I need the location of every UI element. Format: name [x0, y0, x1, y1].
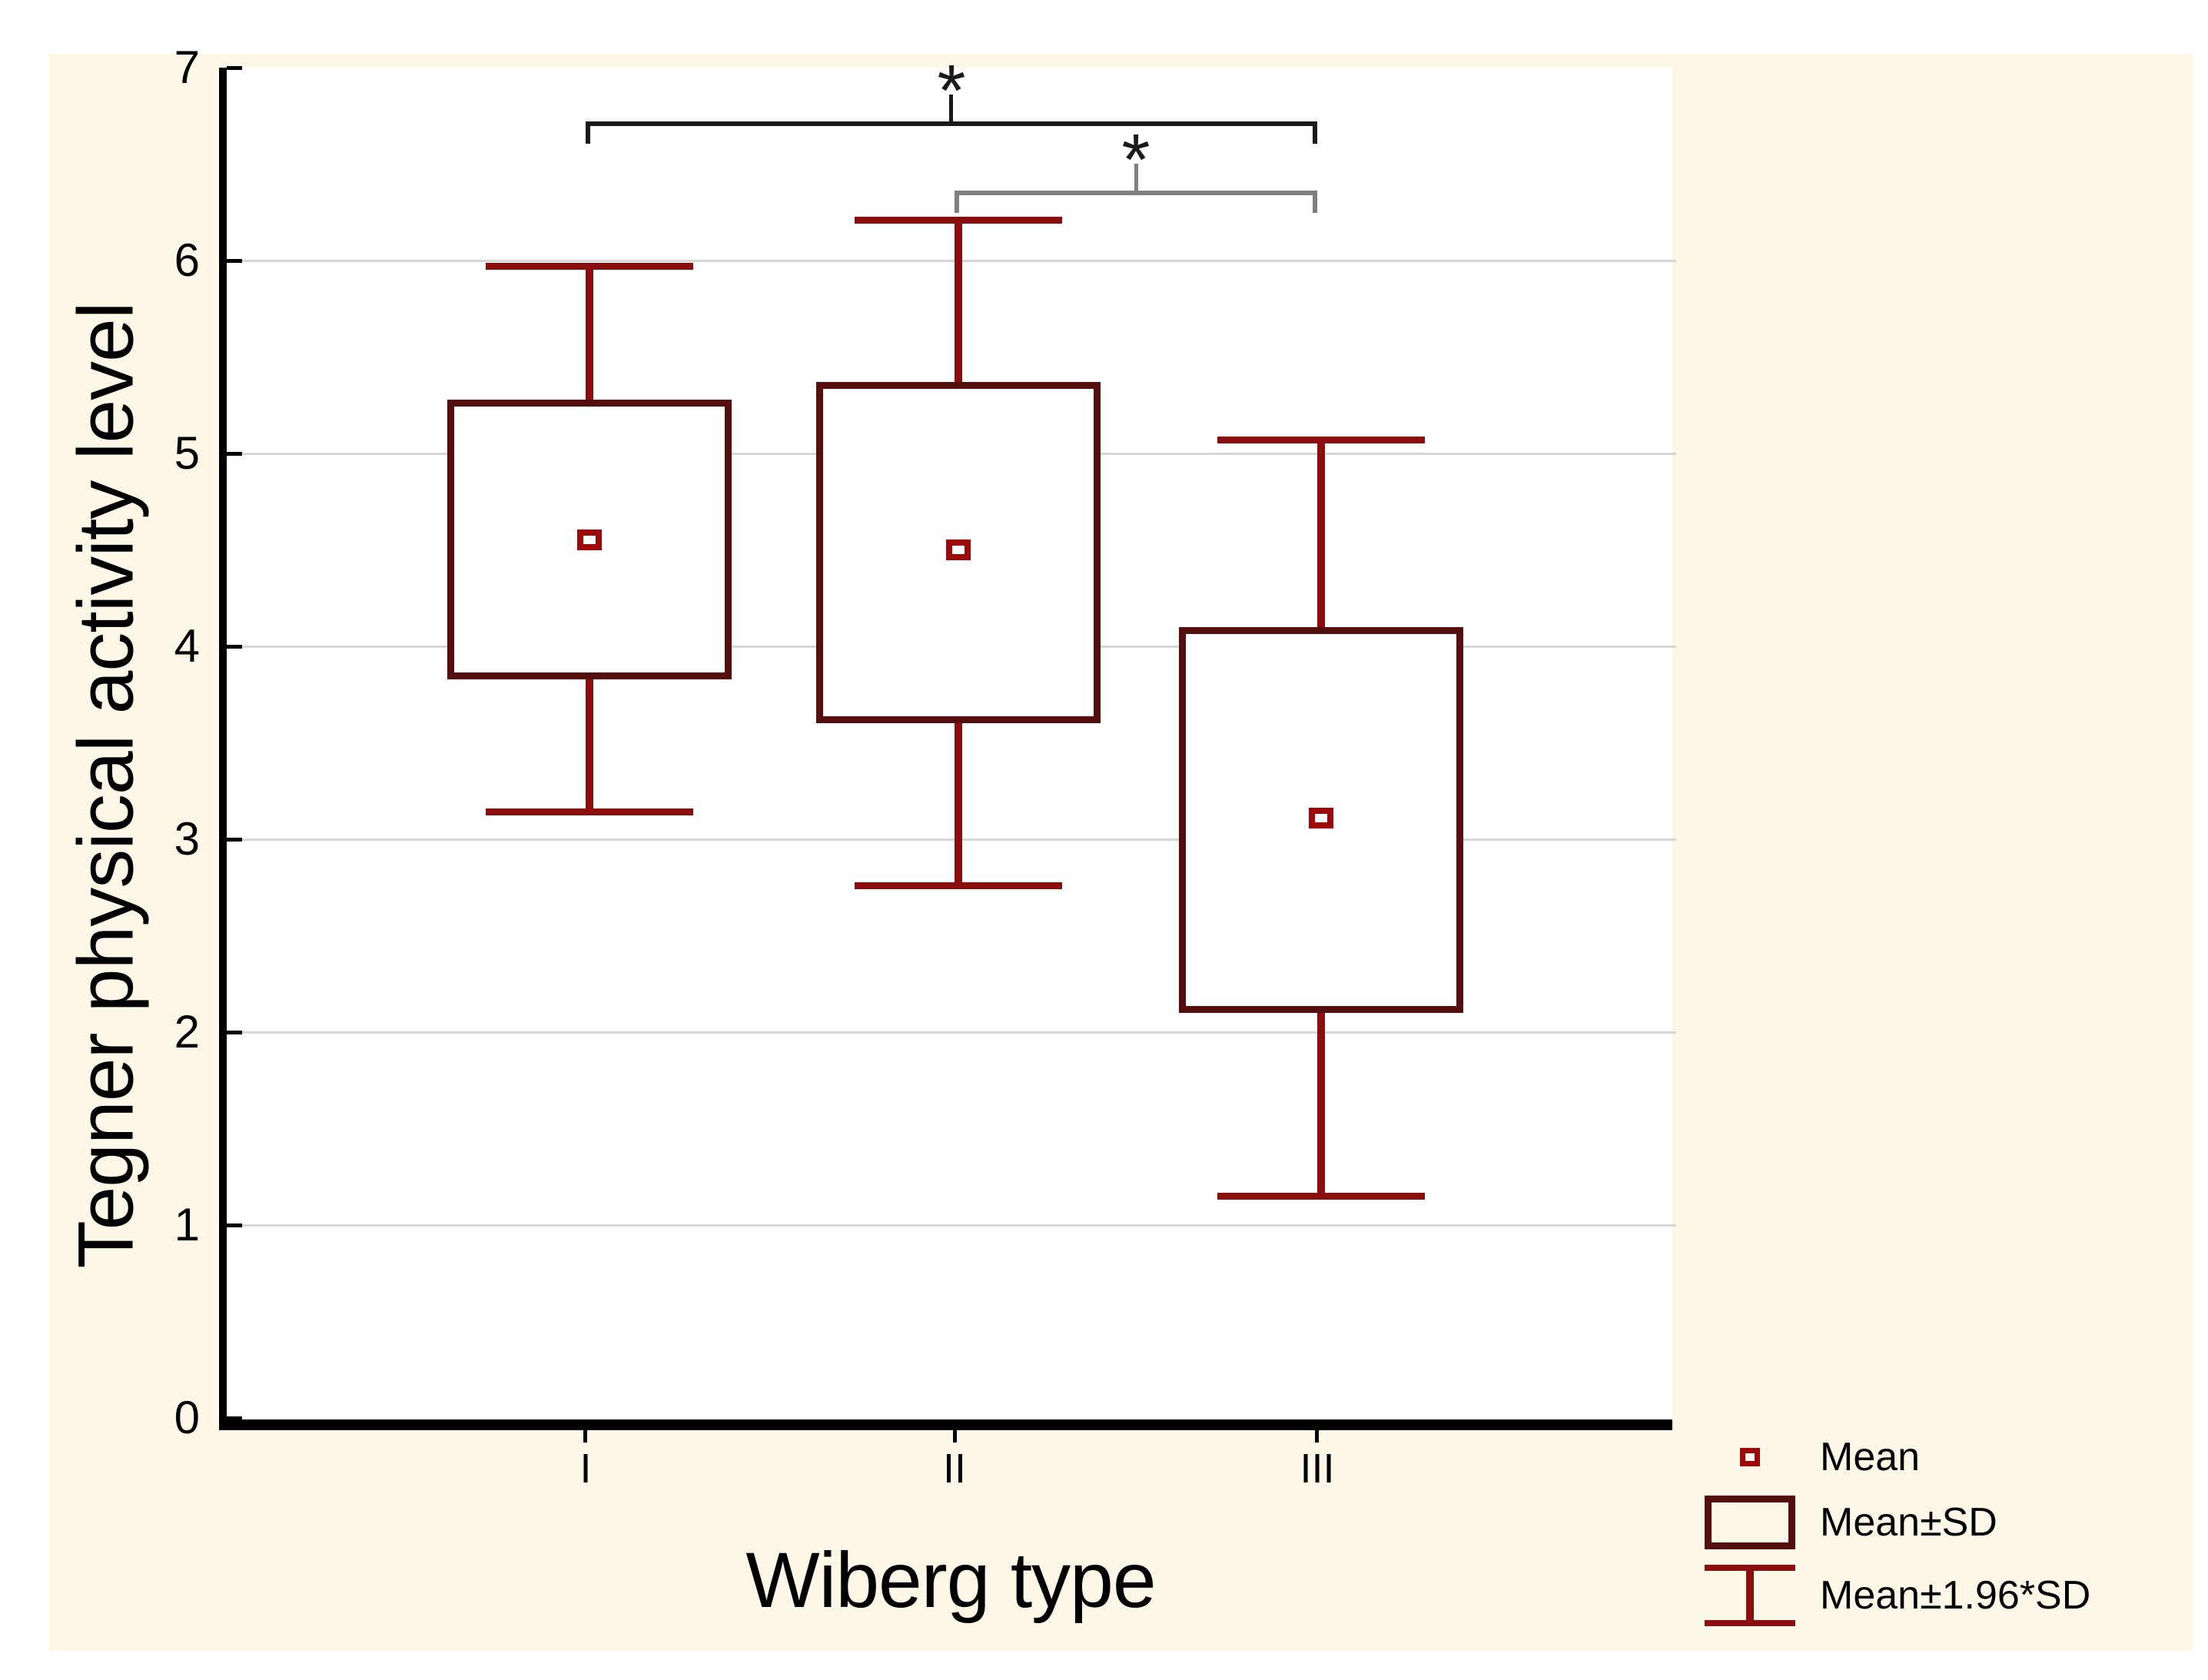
significance-bracket-2-mid-tick [1134, 164, 1138, 193]
x-tick-III [1315, 1430, 1319, 1443]
legend-label: Mean±SD [1820, 1500, 1997, 1545]
gridline-1 [227, 1224, 1676, 1227]
box-legend-icon [1703, 1491, 1797, 1554]
x-tick-I [583, 1430, 587, 1443]
significance-bracket-1-mid-tick [949, 95, 953, 124]
y-tick-label-5: 5 [174, 427, 200, 479]
y-tick-label-2: 2 [174, 1006, 200, 1057]
legend-label: Mean [1820, 1435, 1921, 1479]
y-tick-label-6: 6 [174, 234, 200, 286]
whisker-cap-low-I [486, 808, 693, 815]
significance-bracket-1-end-tick-right [1313, 124, 1317, 144]
significance-bracket-1-line [586, 121, 1317, 126]
x-tick-label-I: I [579, 1446, 592, 1492]
y-tick-1 [227, 1223, 242, 1227]
whisker-cap-high-I [486, 263, 693, 270]
mean-marker-I [577, 530, 602, 550]
whisker-cap-high-II [855, 217, 1062, 224]
y-tick-0 [227, 1416, 242, 1420]
y-tick-6 [227, 259, 242, 263]
significance-asterisk-1: * [937, 50, 966, 131]
box-I [447, 400, 732, 679]
y-tick-label-4: 4 [174, 620, 200, 672]
legend-label: Mean±1.96*SD [1820, 1573, 2091, 1618]
y-tick-3 [227, 838, 242, 842]
gridline-2 [227, 1031, 1676, 1034]
x-axis-title: Wiberg type [745, 1536, 1156, 1624]
y-tick-label-7: 7 [174, 42, 200, 93]
x-tick-label-II: II [942, 1446, 966, 1492]
whisker-cap-low-III [1217, 1193, 1425, 1200]
x-axis-line [219, 1419, 1672, 1430]
y-tick-2 [227, 1031, 242, 1034]
y-tick-4 [227, 645, 242, 649]
x-tick-label-III: III [1300, 1446, 1335, 1492]
y-tick-label-0: 0 [174, 1392, 200, 1443]
y-tick-5 [227, 452, 242, 456]
mean-marker-II [946, 540, 971, 560]
significance-bracket-2-end-tick-left [955, 193, 959, 213]
gridline-3 [227, 838, 1676, 841]
mean-marker-III [1309, 808, 1333, 828]
significance-bracket-1-end-tick-left [586, 124, 590, 144]
y-axis-title: Tegner physical activity level [61, 302, 150, 1269]
significance-bracket-2-end-tick-right [1313, 193, 1317, 213]
y-tick-label-3: 3 [174, 813, 200, 865]
legend-item-mean-marker: Mean [1703, 1434, 2090, 1480]
legend: Mean Mean±SD Mean±1.96*SD [1703, 1434, 2090, 1626]
y-tick-7 [227, 66, 242, 70]
significance-asterisk-2: * [1121, 119, 1150, 201]
significance-bracket-2-line [955, 191, 1317, 195]
y-tick-label-1: 1 [174, 1199, 200, 1250]
whisker-cap-high-III [1217, 437, 1425, 443]
plot-area [227, 68, 1676, 1419]
mean-marker-legend-icon [1703, 1436, 1797, 1479]
gridline-6 [227, 260, 1676, 262]
y-axis-line [219, 68, 227, 1430]
whisker-cap-low-II [855, 882, 1062, 889]
x-tick-II [953, 1430, 957, 1443]
legend-item-box: Mean±SD [1703, 1491, 2090, 1554]
legend-item-whisker: Mean±1.96*SD [1703, 1565, 2090, 1626]
whisker-legend-icon [1703, 1565, 1797, 1626]
